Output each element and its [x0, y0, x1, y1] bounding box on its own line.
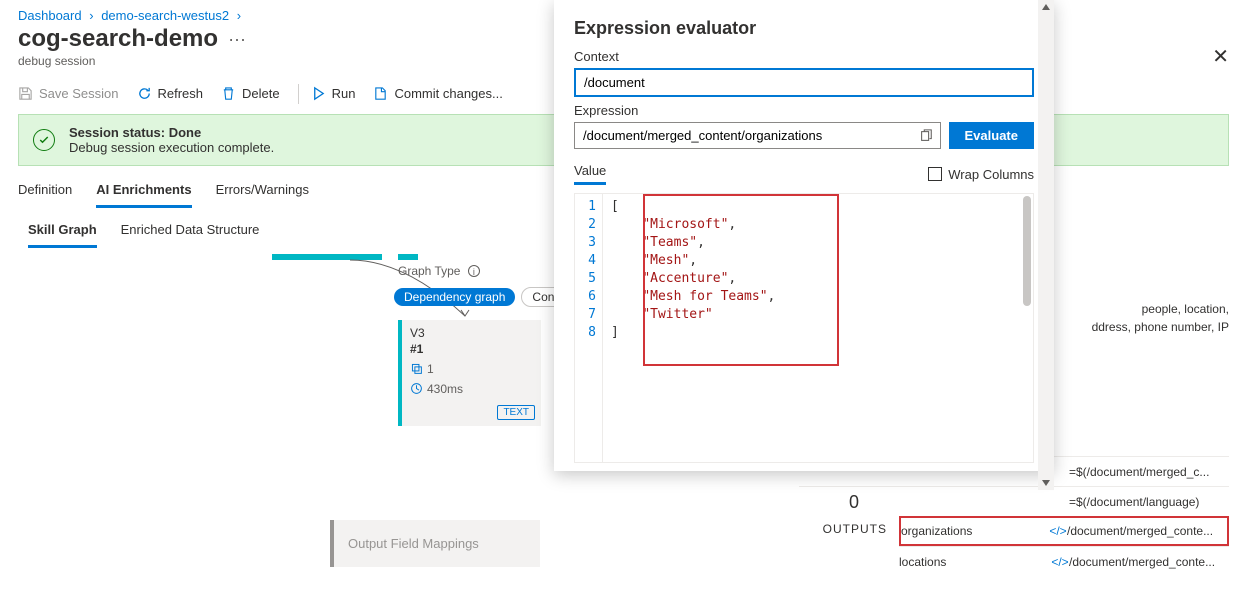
run-label: Run — [332, 86, 356, 101]
panel-title: Expression evaluator — [574, 18, 1034, 39]
kv-value: =$(/document/merged_c... — [1069, 465, 1229, 479]
play-icon — [311, 86, 326, 101]
subtab-skill-graph[interactable]: Skill Graph — [28, 218, 97, 248]
commit-label: Commit changes... — [394, 86, 502, 101]
node-id: #1 — [410, 342, 533, 356]
subtab-enriched-data[interactable]: Enriched Data Structure — [121, 218, 260, 248]
output-row-locations[interactable]: locations </> /document/merged_conte... — [899, 546, 1229, 576]
panel-scrollbar[interactable] — [1038, 0, 1054, 490]
node-label: V3 — [410, 326, 533, 340]
value-label: Value — [574, 163, 606, 185]
delete-label: Delete — [242, 86, 280, 101]
editor-gutter: 12345678 — [575, 194, 603, 462]
context-label: Context — [574, 49, 1034, 64]
tab-definition[interactable]: Definition — [18, 176, 72, 208]
breadcrumb-resource[interactable]: demo-search-westus2 — [101, 8, 229, 23]
outputs-zero: 0 — [849, 492, 859, 513]
tab-errors[interactable]: Errors/Warnings — [216, 176, 309, 208]
clock-icon — [410, 382, 423, 395]
refresh-label: Refresh — [158, 86, 204, 101]
page-title: cog-search-demo — [18, 25, 218, 54]
commit-button[interactable]: Commit changes... — [373, 86, 502, 101]
context-input[interactable] — [574, 68, 1034, 97]
node-time: 430ms — [427, 382, 463, 396]
expression-label: Expression — [574, 103, 1034, 118]
output-value: /document/merged_conte... — [1067, 524, 1227, 538]
close-button[interactable]: ✕ — [1212, 44, 1229, 69]
code-icon[interactable]: </> — [1049, 524, 1067, 538]
run-button[interactable]: Run — [311, 86, 356, 101]
checkbox-icon[interactable] — [928, 167, 942, 181]
trash-icon — [221, 86, 236, 101]
copy-expression-button[interactable] — [912, 123, 940, 148]
breadcrumb-dashboard[interactable]: Dashboard — [18, 8, 82, 23]
copy-icon — [919, 129, 933, 143]
outputs-label: OUTPUTS — [799, 516, 899, 536]
node-copies: 1 — [427, 362, 434, 376]
output-key: locations — [899, 555, 1051, 569]
pill-dependency-graph[interactable]: Dependency graph — [394, 288, 515, 306]
tab-ai-enrichments[interactable]: AI Enrichments — [96, 176, 191, 208]
skill-node[interactable]: V3 #1 1 430ms TEXT — [398, 320, 541, 426]
wrap-columns-toggle[interactable]: Wrap Columns — [928, 167, 1034, 182]
commit-icon — [373, 86, 388, 101]
graph-type-label: Graph Type i — [398, 264, 480, 278]
save-session-button[interactable]: Save Session — [18, 86, 119, 101]
more-menu-icon[interactable]: ··· — [228, 29, 246, 50]
info-icon[interactable]: i — [468, 265, 480, 277]
output-row-organizations[interactable]: organizations </> /document/merged_conte… — [899, 516, 1229, 546]
status-heading: Session status: Done — [69, 125, 274, 140]
kv-value: =$(/document/language) — [1069, 495, 1229, 509]
save-icon — [18, 86, 33, 101]
output-value: /document/merged_conte... — [1069, 555, 1229, 569]
expression-input[interactable] — [575, 123, 912, 148]
node-text-badge: TEXT — [497, 405, 535, 420]
copy-icon — [410, 362, 423, 375]
delete-button[interactable]: Delete — [221, 86, 280, 101]
evaluate-button[interactable]: Evaluate — [949, 122, 1034, 149]
json-editor[interactable]: 12345678 [ "Microsoft", "Teams", "Mesh",… — [574, 193, 1034, 463]
wrap-columns-label: Wrap Columns — [948, 167, 1034, 182]
success-check-icon — [33, 129, 55, 151]
code-icon[interactable]: </> — [1051, 555, 1069, 569]
chevron-right-icon: › — [89, 8, 93, 23]
output-key: organizations — [901, 524, 1049, 538]
refresh-button[interactable]: Refresh — [137, 86, 204, 101]
save-label: Save Session — [39, 86, 119, 101]
output-field-mappings[interactable]: Output Field Mappings — [330, 520, 540, 567]
editor-code: [ "Microsoft", "Teams", "Mesh", "Accentu… — [603, 194, 783, 462]
status-detail: Debug session execution complete. — [69, 140, 274, 155]
chevron-right-icon: › — [237, 8, 241, 23]
refresh-icon — [137, 86, 152, 101]
divider — [298, 84, 299, 104]
kv-row: =$(/document/language) — [799, 486, 1229, 516]
editor-scrollbar[interactable] — [1023, 196, 1031, 306]
expression-evaluator-panel: Expression evaluator Context Expression … — [554, 0, 1054, 471]
